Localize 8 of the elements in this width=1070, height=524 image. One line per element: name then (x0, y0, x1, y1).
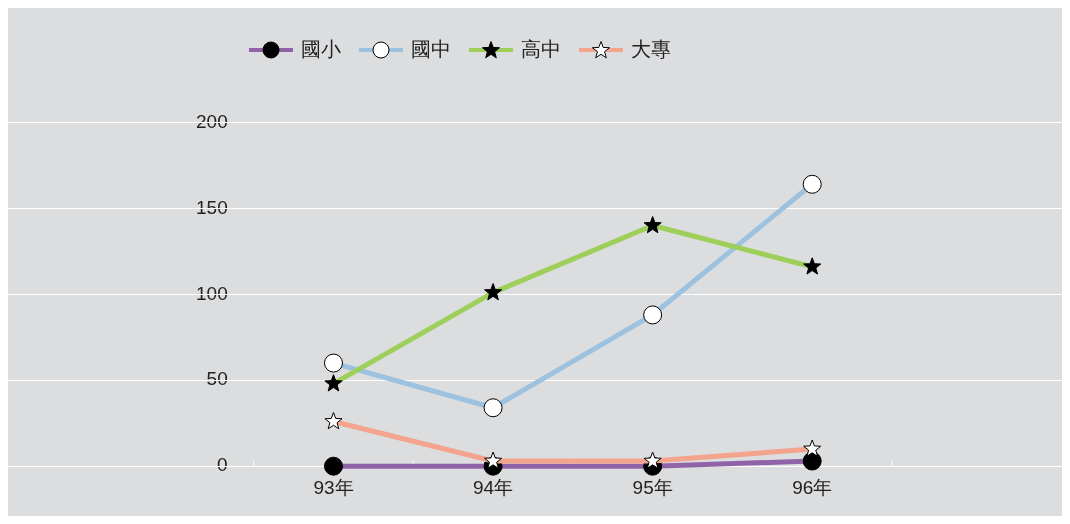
legend-label: 高中 (521, 36, 561, 63)
x-tick-label: 95年 (632, 476, 673, 498)
legend-label: 國小 (301, 36, 341, 63)
x-tick-label: 93年 (313, 476, 354, 498)
x-tick-label: 96年 (792, 476, 833, 498)
legend-label: 國中 (411, 36, 451, 63)
x-tick-label: 94年 (472, 476, 514, 498)
legend-label: 大專 (631, 36, 671, 63)
